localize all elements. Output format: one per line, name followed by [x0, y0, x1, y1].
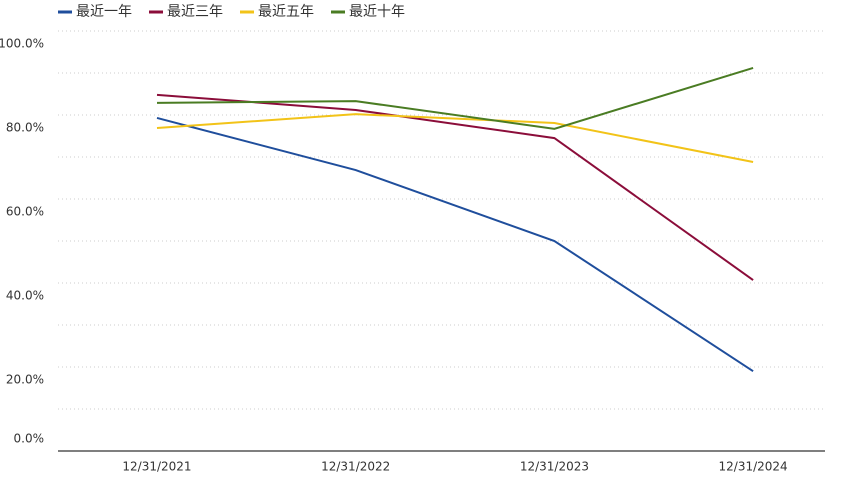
x-tick-label: 12/31/2021 [122, 460, 191, 474]
y-tick-label: 80.0% [6, 121, 44, 135]
x-tick-label: 12/31/2023 [520, 460, 589, 474]
x-tick-label: 12/31/2022 [321, 460, 390, 474]
legend-label: 最近一年 [76, 4, 132, 20]
x-tick-label: 12/31/2024 [719, 460, 788, 474]
series-line [156, 116, 754, 373]
y-tick-label: 100.0% [0, 37, 44, 51]
series-line [156, 67, 754, 130]
legend-label: 最近十年 [349, 4, 405, 20]
y-tick-label: 60.0% [6, 205, 44, 219]
y-tick-label: 20.0% [6, 373, 44, 387]
legend-label: 最近五年 [258, 4, 314, 20]
legend-label: 最近三年 [167, 4, 223, 20]
y-tick-label: 40.0% [6, 289, 44, 303]
series-line [156, 113, 754, 164]
y-tick-label: 0.0% [14, 432, 45, 446]
